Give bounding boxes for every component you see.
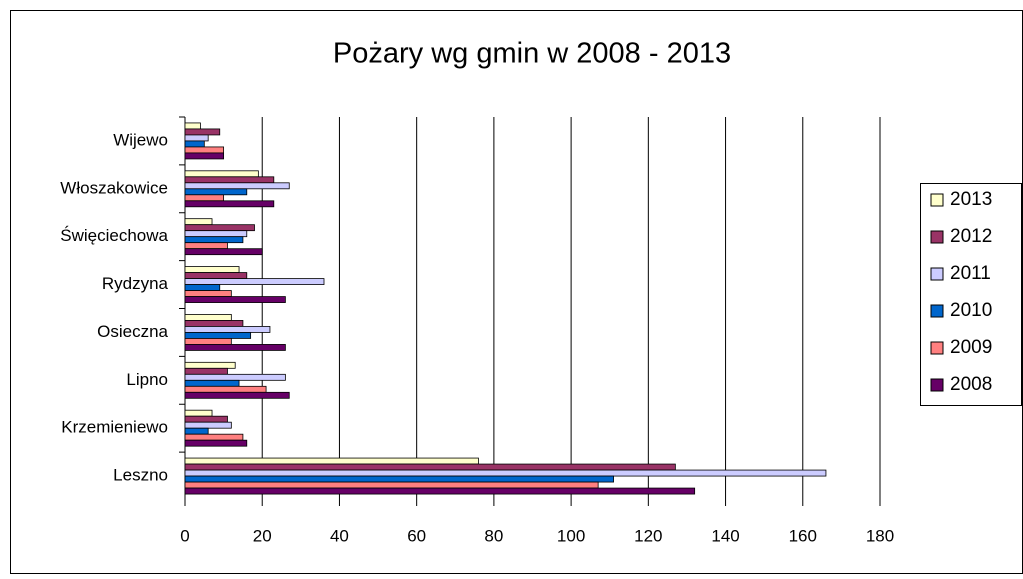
bar — [184, 188, 248, 196]
bar — [184, 332, 252, 339]
x-tick-label: 160 — [789, 526, 817, 545]
legend-label: 2012 — [950, 226, 992, 247]
bar — [184, 409, 213, 417]
chart-title: Pożary wg gmin w 2008 - 2013 — [333, 38, 731, 70]
legend-swatch — [930, 267, 944, 281]
x-tick-label: 100 — [557, 526, 585, 545]
y-tick-label: Lipno — [126, 370, 168, 389]
bar — [184, 433, 244, 441]
bar — [184, 296, 286, 303]
bar — [184, 379, 240, 387]
bar — [184, 134, 209, 142]
bar — [184, 373, 286, 381]
bar — [184, 176, 275, 184]
y-tick-label: Krzemieniewo — [61, 418, 168, 437]
bar — [184, 481, 599, 489]
bar — [184, 140, 205, 148]
bar — [184, 326, 271, 333]
x-tick-label: 60 — [407, 526, 426, 545]
bar — [184, 367, 228, 375]
y-tick-label: Włoszakowice — [60, 178, 168, 197]
x-tick-label: 120 — [634, 526, 662, 545]
bar — [184, 320, 244, 327]
bar — [184, 266, 240, 273]
bar — [184, 463, 676, 471]
legend-swatch — [930, 341, 944, 355]
bar — [184, 230, 248, 238]
bar — [184, 278, 325, 285]
bar — [184, 218, 213, 226]
bar — [184, 152, 225, 160]
bar — [184, 248, 263, 256]
x-tick-label: 40 — [330, 526, 349, 545]
legend-label: 2008 — [950, 374, 992, 395]
x-tick-label: 140 — [711, 526, 739, 545]
y-tick-label: Osieczna — [97, 322, 168, 341]
bar — [184, 170, 259, 178]
x-tick-label: 20 — [253, 526, 272, 545]
legend-swatch — [930, 378, 944, 392]
bar — [184, 242, 228, 250]
bar — [184, 415, 228, 423]
y-tick-label: Święciechowa — [60, 226, 168, 245]
bar — [184, 439, 248, 447]
bar — [184, 421, 232, 429]
bar — [184, 194, 225, 202]
x-tick-label: 80 — [484, 526, 503, 545]
bar — [184, 200, 275, 208]
y-tick-label: Wijewo — [113, 130, 168, 149]
bar — [184, 314, 232, 321]
legend-label: 2013 — [950, 189, 992, 210]
bar — [184, 338, 232, 345]
bar — [184, 272, 248, 279]
legend-box — [920, 183, 1022, 406]
x-tick-label: 180 — [866, 526, 894, 545]
bar — [184, 361, 236, 369]
bar — [184, 457, 479, 465]
legend-label: 2011 — [950, 263, 991, 284]
bar — [184, 128, 221, 136]
y-tick-label: Rydzyna — [102, 274, 169, 293]
bar — [184, 475, 614, 483]
bar — [184, 391, 290, 399]
legend-swatch — [930, 230, 944, 244]
bar — [184, 182, 290, 190]
legend-label: 2010 — [950, 300, 992, 321]
bar — [184, 344, 286, 351]
bar — [184, 224, 255, 232]
legend-swatch — [930, 304, 944, 318]
bar — [184, 236, 244, 244]
bar — [184, 427, 209, 435]
x-tick-label: 0 — [180, 526, 189, 545]
y-tick-label: Leszno — [113, 466, 168, 485]
bar — [184, 469, 827, 477]
bar — [184, 122, 201, 130]
bar — [184, 146, 225, 154]
bar — [184, 284, 221, 291]
bar — [184, 385, 267, 393]
legend-swatch — [930, 193, 944, 207]
legend-label: 2009 — [950, 337, 992, 358]
bar — [184, 290, 232, 297]
bar — [184, 487, 696, 495]
